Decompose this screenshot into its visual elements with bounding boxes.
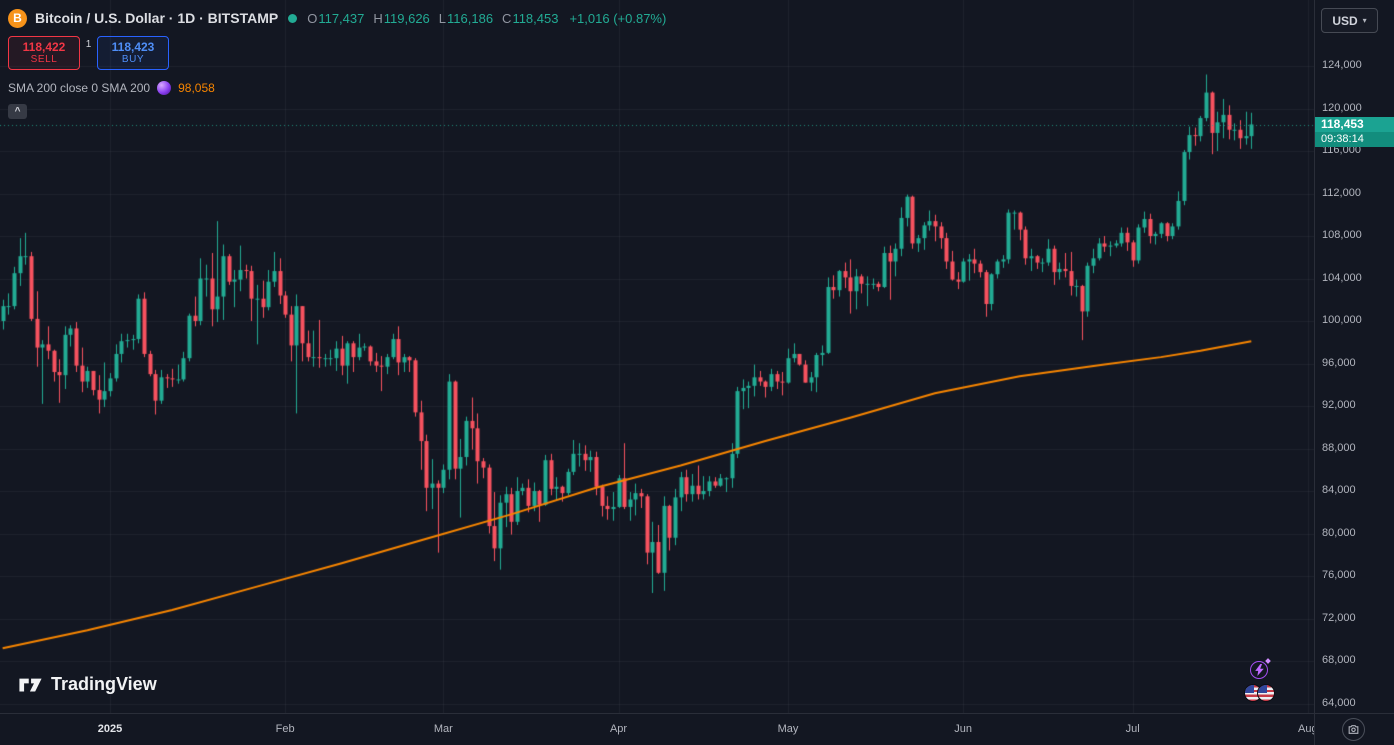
price-chart-canvas[interactable] (0, 0, 1314, 713)
sell-button[interactable]: 118,422 SELL (8, 36, 80, 70)
change-value: +1,016 (+0.87%) (569, 10, 667, 26)
price-tick-label: 108,000 (1322, 229, 1362, 241)
close-label: C (502, 10, 512, 26)
tradingview-watermark[interactable]: TradingView (18, 674, 157, 695)
price-tick-label: 84,000 (1322, 484, 1356, 496)
price-tick-label: 92,000 (1322, 399, 1356, 411)
time-tick-label: Mar (433, 723, 453, 735)
buy-sell-widget: 118,422 SELL 1 118,423 BUY (8, 36, 666, 70)
low-label: L (438, 10, 447, 26)
event-badges (1244, 661, 1288, 702)
open-value: 117,437 (318, 10, 365, 26)
currency-label: USD (1332, 13, 1358, 28)
price-tick-label: 104,000 (1322, 271, 1362, 284)
price-tick-label: 76,000 (1322, 569, 1356, 581)
indicator-legend: SMA 200 close 0 SMA 200 98,058 (8, 81, 666, 95)
price-tick-label: 64,000 (1322, 696, 1356, 709)
lightning-event-icon[interactable] (1250, 661, 1268, 679)
collapse-legend-button[interactable]: ^ (8, 104, 27, 119)
chevron-down-icon: ▾ (1362, 16, 1367, 25)
price-tick-label: 112,000 (1322, 186, 1361, 199)
buy-button[interactable]: 118,423 BUY (97, 36, 169, 70)
price-tick-label: 96,000 (1322, 356, 1356, 369)
last-price-tag: 118,453 09:38:14 (1315, 116, 1394, 147)
open-pair: O117,437 (307, 11, 364, 26)
time-tick-label: Jul (1125, 723, 1140, 735)
ohlc-values: O117,437 H119,626 L116,186 C118,453 +1,0… (307, 11, 666, 26)
close-value: 118,453 (512, 10, 559, 26)
price-tick-label: 72,000 (1322, 611, 1356, 624)
symbol-title[interactable]: Bitcoin / U.S. Dollar · 1D · BITSTAMP (35, 10, 279, 26)
economic-events-flags-icon[interactable] (1244, 684, 1288, 702)
tradingview-logo-icon (19, 678, 42, 692)
watermark-text: TradingView (51, 674, 157, 694)
high-pair: H119,626 (373, 11, 429, 26)
sell-price: 118,422 (22, 39, 66, 54)
time-tick-label: Jun (954, 723, 973, 735)
indicator-value: 98,058 (178, 81, 215, 95)
price-tick-label: 80,000 (1322, 526, 1356, 539)
indicator-title[interactable]: SMA 200 close 0 SMA 200 (8, 81, 151, 95)
spread-value: 1 (85, 39, 92, 50)
price-tick-label: 116,000 (1322, 144, 1361, 156)
buy-price: 118,423 (111, 39, 155, 54)
open-label: O (307, 10, 318, 26)
last-price-value: 118,453 (1315, 116, 1394, 132)
time-tick-label: Apr (609, 723, 628, 735)
price-tick-label: 124,000 (1322, 59, 1362, 71)
close-pair: C118,453 (502, 11, 558, 26)
high-label: H (373, 10, 383, 26)
price-tick-label: 68,000 (1322, 654, 1356, 666)
bitcoin-logo-icon: B (8, 8, 27, 28)
low-value: 116,186 (447, 10, 494, 26)
bar-countdown: 09:38:14 (1315, 131, 1394, 147)
buy-label: BUY (121, 54, 145, 66)
flag-icon (1257, 684, 1275, 702)
currency-dropdown[interactable]: USD ▾ (1321, 8, 1378, 33)
axis-corner (1314, 713, 1394, 745)
camera-icon[interactable] (1342, 718, 1365, 741)
sell-label: SELL (30, 54, 58, 66)
time-axis[interactable]: 2025 Feb Mar Apr May Jun Jul Aug (0, 713, 1394, 745)
time-tick-label: Aug (1298, 723, 1318, 735)
low-pair: L116,186 (439, 11, 493, 26)
price-axis[interactable]: 124,000 120,000 116,000 112,000 108,000 104,0… (1314, 0, 1394, 713)
time-tick-label: 2025 (97, 723, 123, 735)
price-tick-label: 100,000 (1322, 314, 1362, 326)
time-tick-label: May (777, 723, 799, 735)
symbol-row: B Bitcoin / U.S. Dollar · 1D · BITSTAMP … (8, 7, 666, 29)
price-tick-label: 88,000 (1322, 441, 1356, 454)
time-tick-label: Feb (275, 723, 295, 735)
high-value: 119,626 (383, 10, 430, 26)
market-open-dot-icon[interactable] (288, 13, 298, 23)
chart-legend: B Bitcoin / U.S. Dollar · 1D · BITSTAMP … (8, 7, 666, 119)
indicator-badge-icon (157, 81, 172, 95)
price-tick-label: 120,000 (1322, 101, 1362, 114)
